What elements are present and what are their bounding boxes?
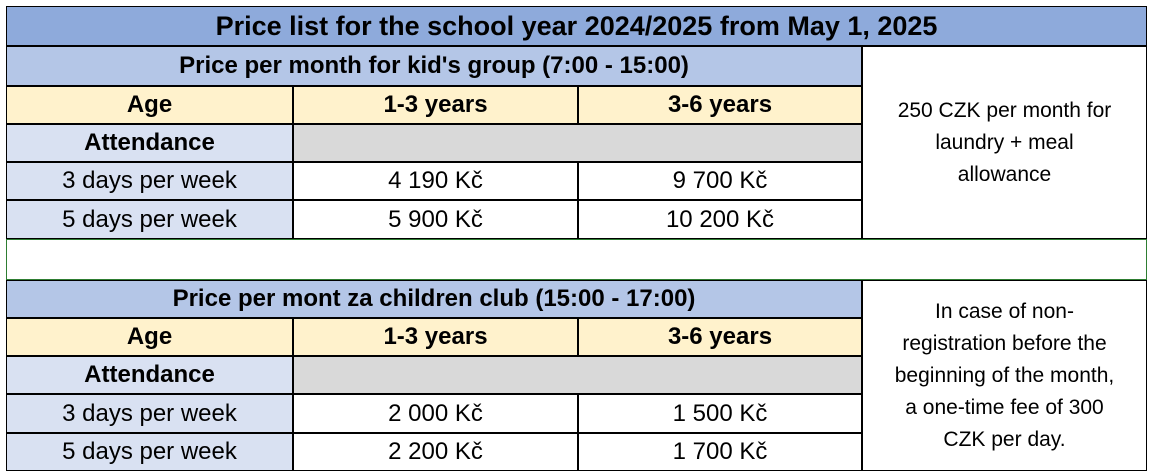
children-club-note: In case of non- registration before the … [862, 280, 1147, 471]
note-line: CZK per day. [943, 427, 1066, 451]
row-label-5-days: 5 days per week [6, 433, 293, 471]
age-label: Age [6, 86, 293, 124]
price-cell: 9 700 Kč [578, 162, 862, 200]
kids-group-heading: Price per month for kid's group (7:00 - … [6, 46, 862, 86]
row-label-3-days: 3 days per week [6, 394, 293, 433]
kids-group-note: 250 CZK per month for laundry + meal all… [862, 46, 1147, 239]
note-line: allowance [957, 162, 1052, 186]
note-line: laundry + meal [935, 130, 1074, 154]
price-cell: 10 200 Kč [578, 200, 862, 239]
age-label: Age [6, 318, 293, 356]
note-line: a one-time fee of 300 [905, 395, 1104, 419]
price-cell: 2 000 Kč [293, 394, 578, 433]
price-list-sheet: Price list for the school year 2024/2025… [6, 6, 1147, 471]
attendance-blank [293, 356, 862, 394]
price-cell: 5 900 Kč [293, 200, 578, 239]
column-header-1-3-years: 1-3 years [293, 86, 578, 124]
note-line: 250 CZK per month for [897, 98, 1112, 122]
price-cell: 1 700 Kč [578, 433, 862, 471]
price-cell: 1 500 Kč [578, 394, 862, 433]
row-label-5-days: 5 days per week [6, 200, 293, 239]
attendance-label: Attendance [6, 124, 293, 162]
attendance-label: Attendance [6, 356, 293, 394]
column-header-3-6-years: 3-6 years [578, 86, 862, 124]
row-label-3-days: 3 days per week [6, 162, 293, 200]
attendance-blank [293, 124, 862, 162]
spacer-row [6, 239, 1147, 280]
price-cell: 2 200 Kč [293, 433, 578, 471]
price-list-title: Price list for the school year 2024/2025… [6, 6, 1147, 46]
note-line: beginning of the month, [894, 363, 1115, 387]
column-header-1-3-years: 1-3 years [293, 318, 578, 356]
column-header-3-6-years: 3-6 years [578, 318, 862, 356]
note-line: registration before the [902, 331, 1107, 355]
note-line: In case of non- [935, 299, 1074, 323]
price-cell: 4 190 Kč [293, 162, 578, 200]
children-club-heading: Price per mont za children club (15:00 -… [6, 280, 862, 318]
